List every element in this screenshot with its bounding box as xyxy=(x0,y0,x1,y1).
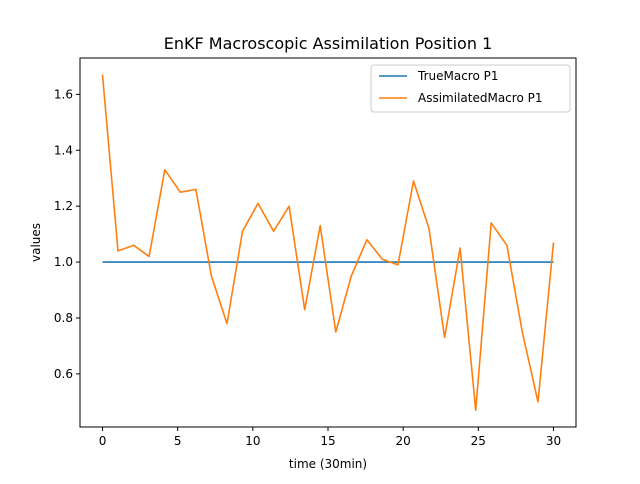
y-axis: 0.6 0.8 1.0 1.2 1.4 1.6 xyxy=(54,87,80,381)
y-tick-label: 1.6 xyxy=(54,87,73,101)
legend-box xyxy=(370,64,571,113)
x-tick-label: 5 xyxy=(174,434,182,448)
legend: TrueMacro P1 AssimilatedMacro P1 xyxy=(370,64,571,113)
plot-area xyxy=(101,74,555,412)
x-tick-label: 30 xyxy=(546,434,561,448)
x-tick-label: 25 xyxy=(471,434,486,448)
x-tick-label: 20 xyxy=(396,434,411,448)
x-axis-label: time (30min) xyxy=(289,457,367,471)
legend-label-true-macro: TrueMacro P1 xyxy=(417,69,499,83)
y-axis-label: values xyxy=(29,223,43,262)
x-tick-label: 0 xyxy=(99,434,107,448)
y-tick-label: 1.2 xyxy=(54,199,73,213)
x-tick-label: 15 xyxy=(320,434,335,448)
series-line-1 xyxy=(101,74,555,412)
y-tick-label: 1.4 xyxy=(54,143,73,157)
legend-label-assimilated-macro: AssimilatedMacro P1 xyxy=(418,91,542,105)
chart-title: EnKF Macroscopic Assimilation Position 1 xyxy=(164,34,493,53)
y-tick-label: 0.6 xyxy=(54,367,73,381)
y-tick-label: 0.8 xyxy=(54,311,73,325)
y-tick-label: 1.0 xyxy=(54,255,73,269)
x-tick-label: 10 xyxy=(245,434,260,448)
x-axis: 0 5 10 15 20 25 30 xyxy=(99,427,561,448)
